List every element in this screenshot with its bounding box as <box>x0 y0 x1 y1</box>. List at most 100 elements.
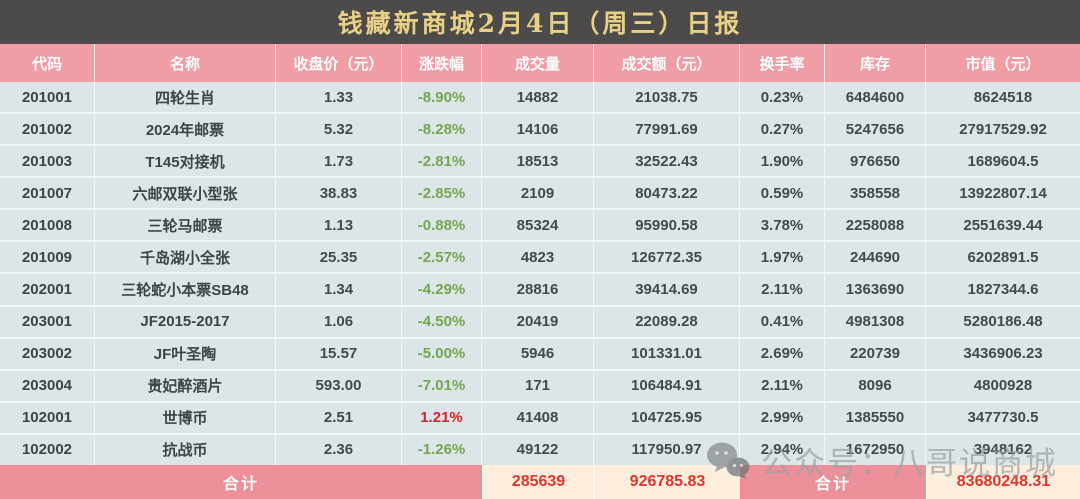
cell-turnover: 21038.75 <box>594 82 740 113</box>
cell-cap: 3436906.23 <box>963 345 1043 363</box>
cell-turnover: 117950.97 <box>594 434 740 465</box>
cell-name: 三轮马邮票 <box>95 210 276 241</box>
cell-close: 1.06 <box>276 306 402 337</box>
cell-name: 抗战币 <box>95 434 276 465</box>
cell-name: 贵妃醉酒片 <box>95 370 276 401</box>
footer-total-label-left: 合计 <box>0 465 482 499</box>
table-row: 201002 2024年邮票 5.32 -8.28% 14106 77991.69 0.27… <box>0 114 1080 147</box>
cell-change: -2.57% <box>402 242 482 273</box>
table-row: 201008 三轮马邮票 1.13 -0.88% 85324 95990.58 3.78% 2… <box>0 210 1080 243</box>
cell-stock: 6484600 <box>825 82 926 113</box>
cell-name: 四轮生肖 <box>95 82 276 113</box>
cell-change: -4.29% <box>402 274 482 305</box>
cell-close: 2.51 <box>276 402 402 433</box>
cell-change: -2.85% <box>402 178 482 209</box>
cell-stock: 244690 <box>825 242 926 273</box>
cell-volume: 5946 <box>482 338 594 369</box>
cell-cap: 4800928 <box>973 377 1033 395</box>
table-body: 201001 四轮生肖 1.33 -8.90% 14882 21038.75 0.23% 64… <box>0 82 1080 465</box>
table-row: 203001 JF2015-2017 1.06 -4.50% 20419 22089.28… <box>0 306 1080 339</box>
cell-change: -4.50% <box>402 306 482 337</box>
table-row: 102002 抗战币 2.36 -1.26% 49122 117950.97 2.94% 16… <box>0 434 1080 465</box>
cell-close: 25.35 <box>276 242 402 273</box>
cell-code: 102002 <box>0 434 95 465</box>
cell-cap: 13922807.14 <box>959 184 1047 202</box>
cell-code: 203002 <box>0 338 95 369</box>
cell-close: 1.73 <box>276 146 402 177</box>
cell-change: -8.90% <box>402 82 482 113</box>
cell-stock: 976650 <box>825 146 926 177</box>
cell-stock: 8096 <box>825 370 926 401</box>
column-header-turnover: 成交额（元） <box>594 44 740 82</box>
cell-name: 六邮双联小型张 <box>95 178 276 209</box>
cell-stock: 1672950 <box>825 434 926 465</box>
cell-cap: 3477730.5 <box>967 409 1039 427</box>
cell-rate: 2.11% <box>740 274 825 305</box>
cell-cap: 5280186.48 <box>963 313 1043 331</box>
column-header-close: 收盘价（元） <box>276 44 402 82</box>
cell-turnover: 22089.28 <box>594 306 740 337</box>
table-row: 202001 三轮蛇小本票SB48 1.34 -4.29% 28816 39414.69 2… <box>0 274 1080 307</box>
table-row: 102001 世博币 2.51 1.21% 41408 104725.95 2.99% 138… <box>0 402 1080 435</box>
cell-name: JF2015-2017 <box>95 306 276 337</box>
cell-change: -7.01% <box>402 370 482 401</box>
cell-name: 三轮蛇小本票SB48 <box>95 274 276 305</box>
cell-name: T145对接机 <box>95 146 276 177</box>
table-row: 201009 千岛湖小全张 25.35 -2.57% 4823 126772.35 1.97… <box>0 242 1080 275</box>
cell-rate: 3.78% <box>740 210 825 241</box>
cell-code: 201008 <box>0 210 95 241</box>
cell-change: -8.28% <box>402 114 482 145</box>
cell-stock: 2258088 <box>825 210 926 241</box>
column-header-change: 涨跌幅 <box>402 44 482 82</box>
cell-code: 201002 <box>0 114 95 145</box>
cell-stock: 1385550 <box>825 402 926 433</box>
table-header-row: 代码 名称 收盘价（元） 涨跌幅 成交量 成交额（元） 换手率 库存 市值（元） <box>0 44 1080 82</box>
cell-rate: 2.94% <box>740 434 825 465</box>
cell-volume: 4823 <box>482 242 594 273</box>
cell-close: 1.13 <box>276 210 402 241</box>
column-header-stock: 库存 <box>825 44 926 82</box>
footer-cap-total: 83680248.31 <box>926 465 1080 499</box>
column-header-rate: 换手率 <box>740 44 825 82</box>
cell-close: 5.32 <box>276 114 402 145</box>
table-row: 201003 T145对接机 1.73 -2.81% 18513 32522.43 1.90… <box>0 146 1080 179</box>
footer-turnover-total: 926785.83 <box>594 465 740 499</box>
cell-cap: 2551639.44 <box>963 216 1043 234</box>
cell-close: 38.83 <box>276 178 402 209</box>
column-header-volume: 成交量 <box>482 44 594 82</box>
cell-change: 1.21% <box>402 402 482 433</box>
cell-name: 世博币 <box>95 402 276 433</box>
cell-code: 202001 <box>0 274 95 305</box>
cell-volume: 20419 <box>482 306 594 337</box>
cell-code: 201007 <box>0 178 95 209</box>
table-row: 203002 JF叶圣陶 15.57 -5.00% 5946 101331.01 2.69%… <box>0 338 1080 371</box>
cell-volume: 41408 <box>482 402 594 433</box>
cell-cap: 6202891.5 <box>967 248 1039 266</box>
cell-stock: 220739 <box>825 338 926 369</box>
cell-stock: 4981308 <box>825 306 926 337</box>
cell-rate: 0.23% <box>740 82 825 113</box>
cell-stock: 1363690 <box>825 274 926 305</box>
cell-volume: 2109 <box>482 178 594 209</box>
footer-total-label-right: 合计 <box>740 465 926 499</box>
cell-rate: 2.11% <box>740 370 825 401</box>
cell-name: JF叶圣陶 <box>95 338 276 369</box>
cell-close: 1.34 <box>276 274 402 305</box>
cell-cap: 1827344.6 <box>967 281 1039 298</box>
column-header-cap: 市值（元） <box>965 55 1041 73</box>
cell-volume: 28816 <box>482 274 594 305</box>
cell-rate: 1.97% <box>740 242 825 273</box>
cell-turnover: 126772.35 <box>594 242 740 273</box>
cell-code: 201009 <box>0 242 95 273</box>
table-row: 201001 四轮生肖 1.33 -8.90% 14882 21038.75 0.23% 64… <box>0 82 1080 115</box>
cell-volume: 49122 <box>482 434 594 465</box>
cell-name: 千岛湖小全张 <box>95 242 276 273</box>
cell-turnover: 80473.22 <box>594 178 740 209</box>
cell-turnover: 104725.95 <box>594 402 740 433</box>
cell-turnover: 101331.01 <box>594 338 740 369</box>
cell-turnover: 106484.91 <box>594 370 740 401</box>
column-header-name: 名称 <box>95 44 276 82</box>
cell-cap: 27917529.92 <box>959 120 1047 138</box>
cell-volume: 14106 <box>482 114 594 145</box>
